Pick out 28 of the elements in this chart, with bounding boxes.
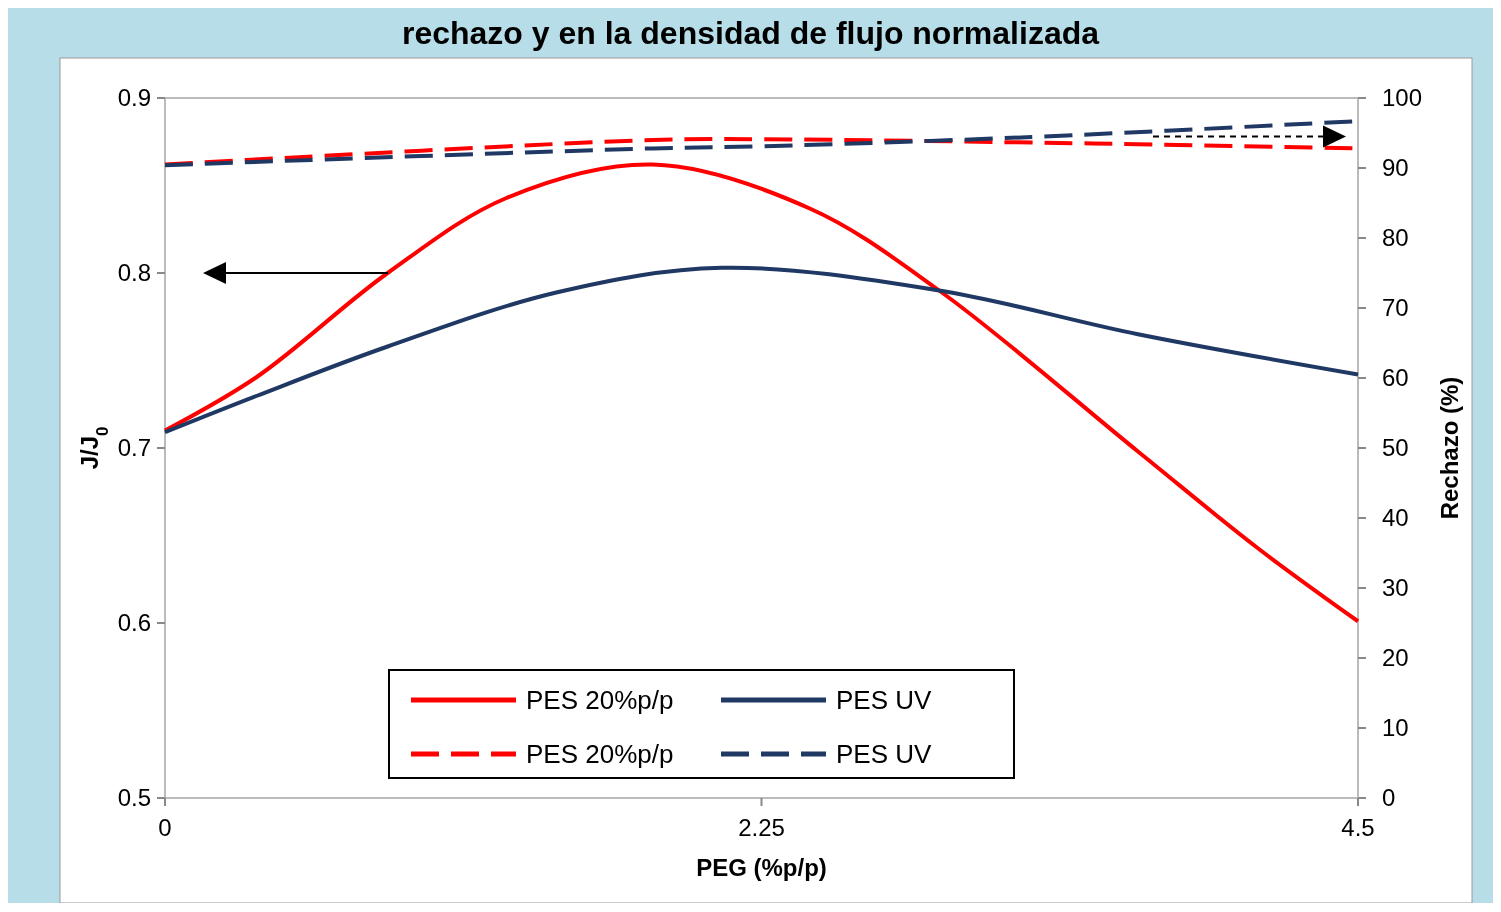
y2-axis-title: Rechazo (%) [1436, 376, 1463, 520]
legend-label: PES UV [836, 685, 933, 716]
chart-title: rechazo y en la densidad de flujo normalizada [401, 15, 1100, 51]
y2-tick-label: 80 [1382, 224, 1409, 252]
legend-label: PES UV [836, 739, 933, 770]
y-tick-label: 0.8 [117, 259, 151, 287]
x-tick-label: 2.25 [738, 814, 785, 841]
y-tick-label: 0.7 [117, 434, 151, 462]
y2-tick-label: 10 [1382, 714, 1409, 742]
x-tick-label: 0 [158, 814, 172, 841]
y2-tick-label: 50 [1382, 434, 1409, 462]
y2-tick-label: 0 [1382, 784, 1396, 812]
y2-tick-label: 90 [1382, 154, 1409, 182]
y2-tick-label: 30 [1382, 574, 1409, 602]
x-axis-title: PEG (%p/p) [696, 854, 827, 881]
line-series [163, 162, 1360, 624]
y-tick-label: 0.6 [117, 609, 151, 637]
y2-tick-label: 20 [1382, 644, 1409, 672]
legend-label: PES 20%p/p [526, 739, 674, 770]
legend-label: PES 20%p/p [526, 685, 674, 716]
y-tick-label: 0.5 [117, 784, 151, 812]
y2-tick-label: 40 [1382, 504, 1409, 532]
y2-tick-label: 100 [1382, 84, 1423, 112]
y-tick-label: 0.9 [117, 84, 151, 112]
x-tick-label: 4.5 [1341, 814, 1375, 841]
y2-tick-label: 70 [1382, 294, 1409, 322]
line-series [163, 265, 1360, 435]
y2-tick-label: 60 [1382, 364, 1409, 392]
